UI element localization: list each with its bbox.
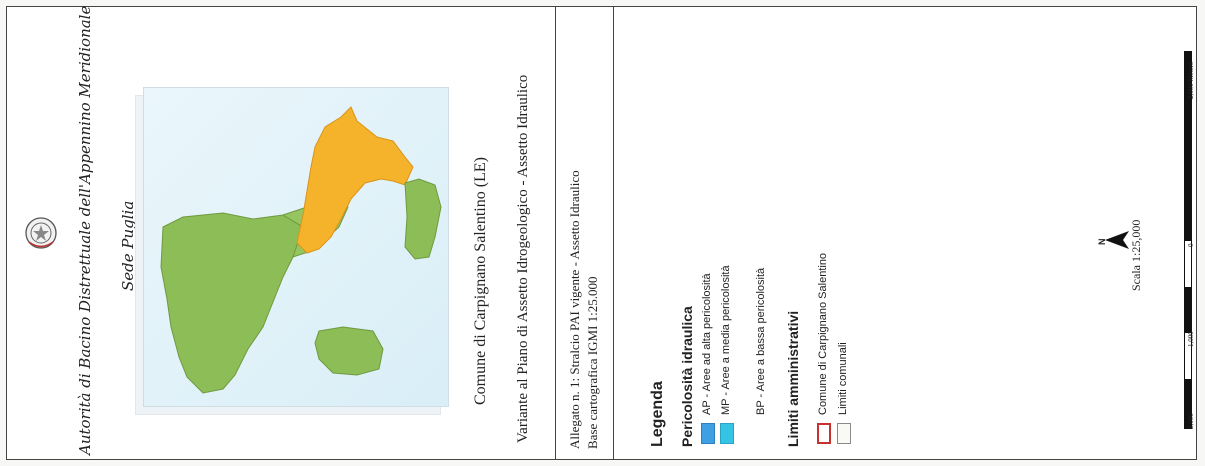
legend-group-hydraulic-title: Pericolosità idraulica [679,306,695,447]
map-sheet: Autorità di Bacino Distrettuale dell'App… [6,6,1197,460]
legend-group-admin-title: Limiti amministrativi [785,310,801,447]
authority-name: Autorità di Bacino Distrettuale dell'App… [76,5,94,455]
legend-swatch-mp [720,423,734,444]
legend-label-mp: MP - Aree a media pericolosità [720,265,732,415]
scale-tick-1000: 1,000 [1187,331,1195,347]
allegato-line2: Base cartografica IGMI 1:25.000 [585,276,600,449]
municipality-south-area [314,326,384,376]
allegato-line1: Allegato n. 1: Stralcio PAI vigente - As… [567,170,582,449]
scale-tick-0: 0 [1187,243,1195,248]
legend-swatch-ap [701,423,715,444]
scale-tick-2000-meters: 2,000 Meters [1187,62,1195,99]
legend-swatch-comune [817,423,831,444]
legend-label-bp: BP - Aree a bassa pericolosità [755,267,767,415]
municipality-main-area [160,212,314,394]
scale-text: Scala 1:25,000 [1129,219,1143,291]
scale-tick-2000-left: 2,000 [1187,413,1195,429]
north-label: N [1097,238,1107,246]
scale-bar [1184,51,1192,429]
hazard-area-orange [296,106,414,254]
legend-label-limiti: Limiti comunali [837,342,849,415]
column-divider-1 [555,7,556,459]
legend-label-ap: AP - Aree ad alta pericolosità [701,273,713,415]
legend-title: Legenda [649,381,666,447]
municipality-map [160,106,442,394]
column-divider-2 [613,7,614,459]
north-arrow-icon [1103,229,1131,251]
map-title-comune: Comune di Carpignano Salentino (LE) [472,157,489,405]
legend-swatch-limiti [837,423,851,444]
municipality-east-area [404,178,442,260]
authority-emblem-icon [23,215,59,251]
legend-label-comune: Comune di Carpignano Salentino [817,252,829,415]
map-title-variante: Variante al Piano di Assetto Idrogeologi… [515,74,531,443]
